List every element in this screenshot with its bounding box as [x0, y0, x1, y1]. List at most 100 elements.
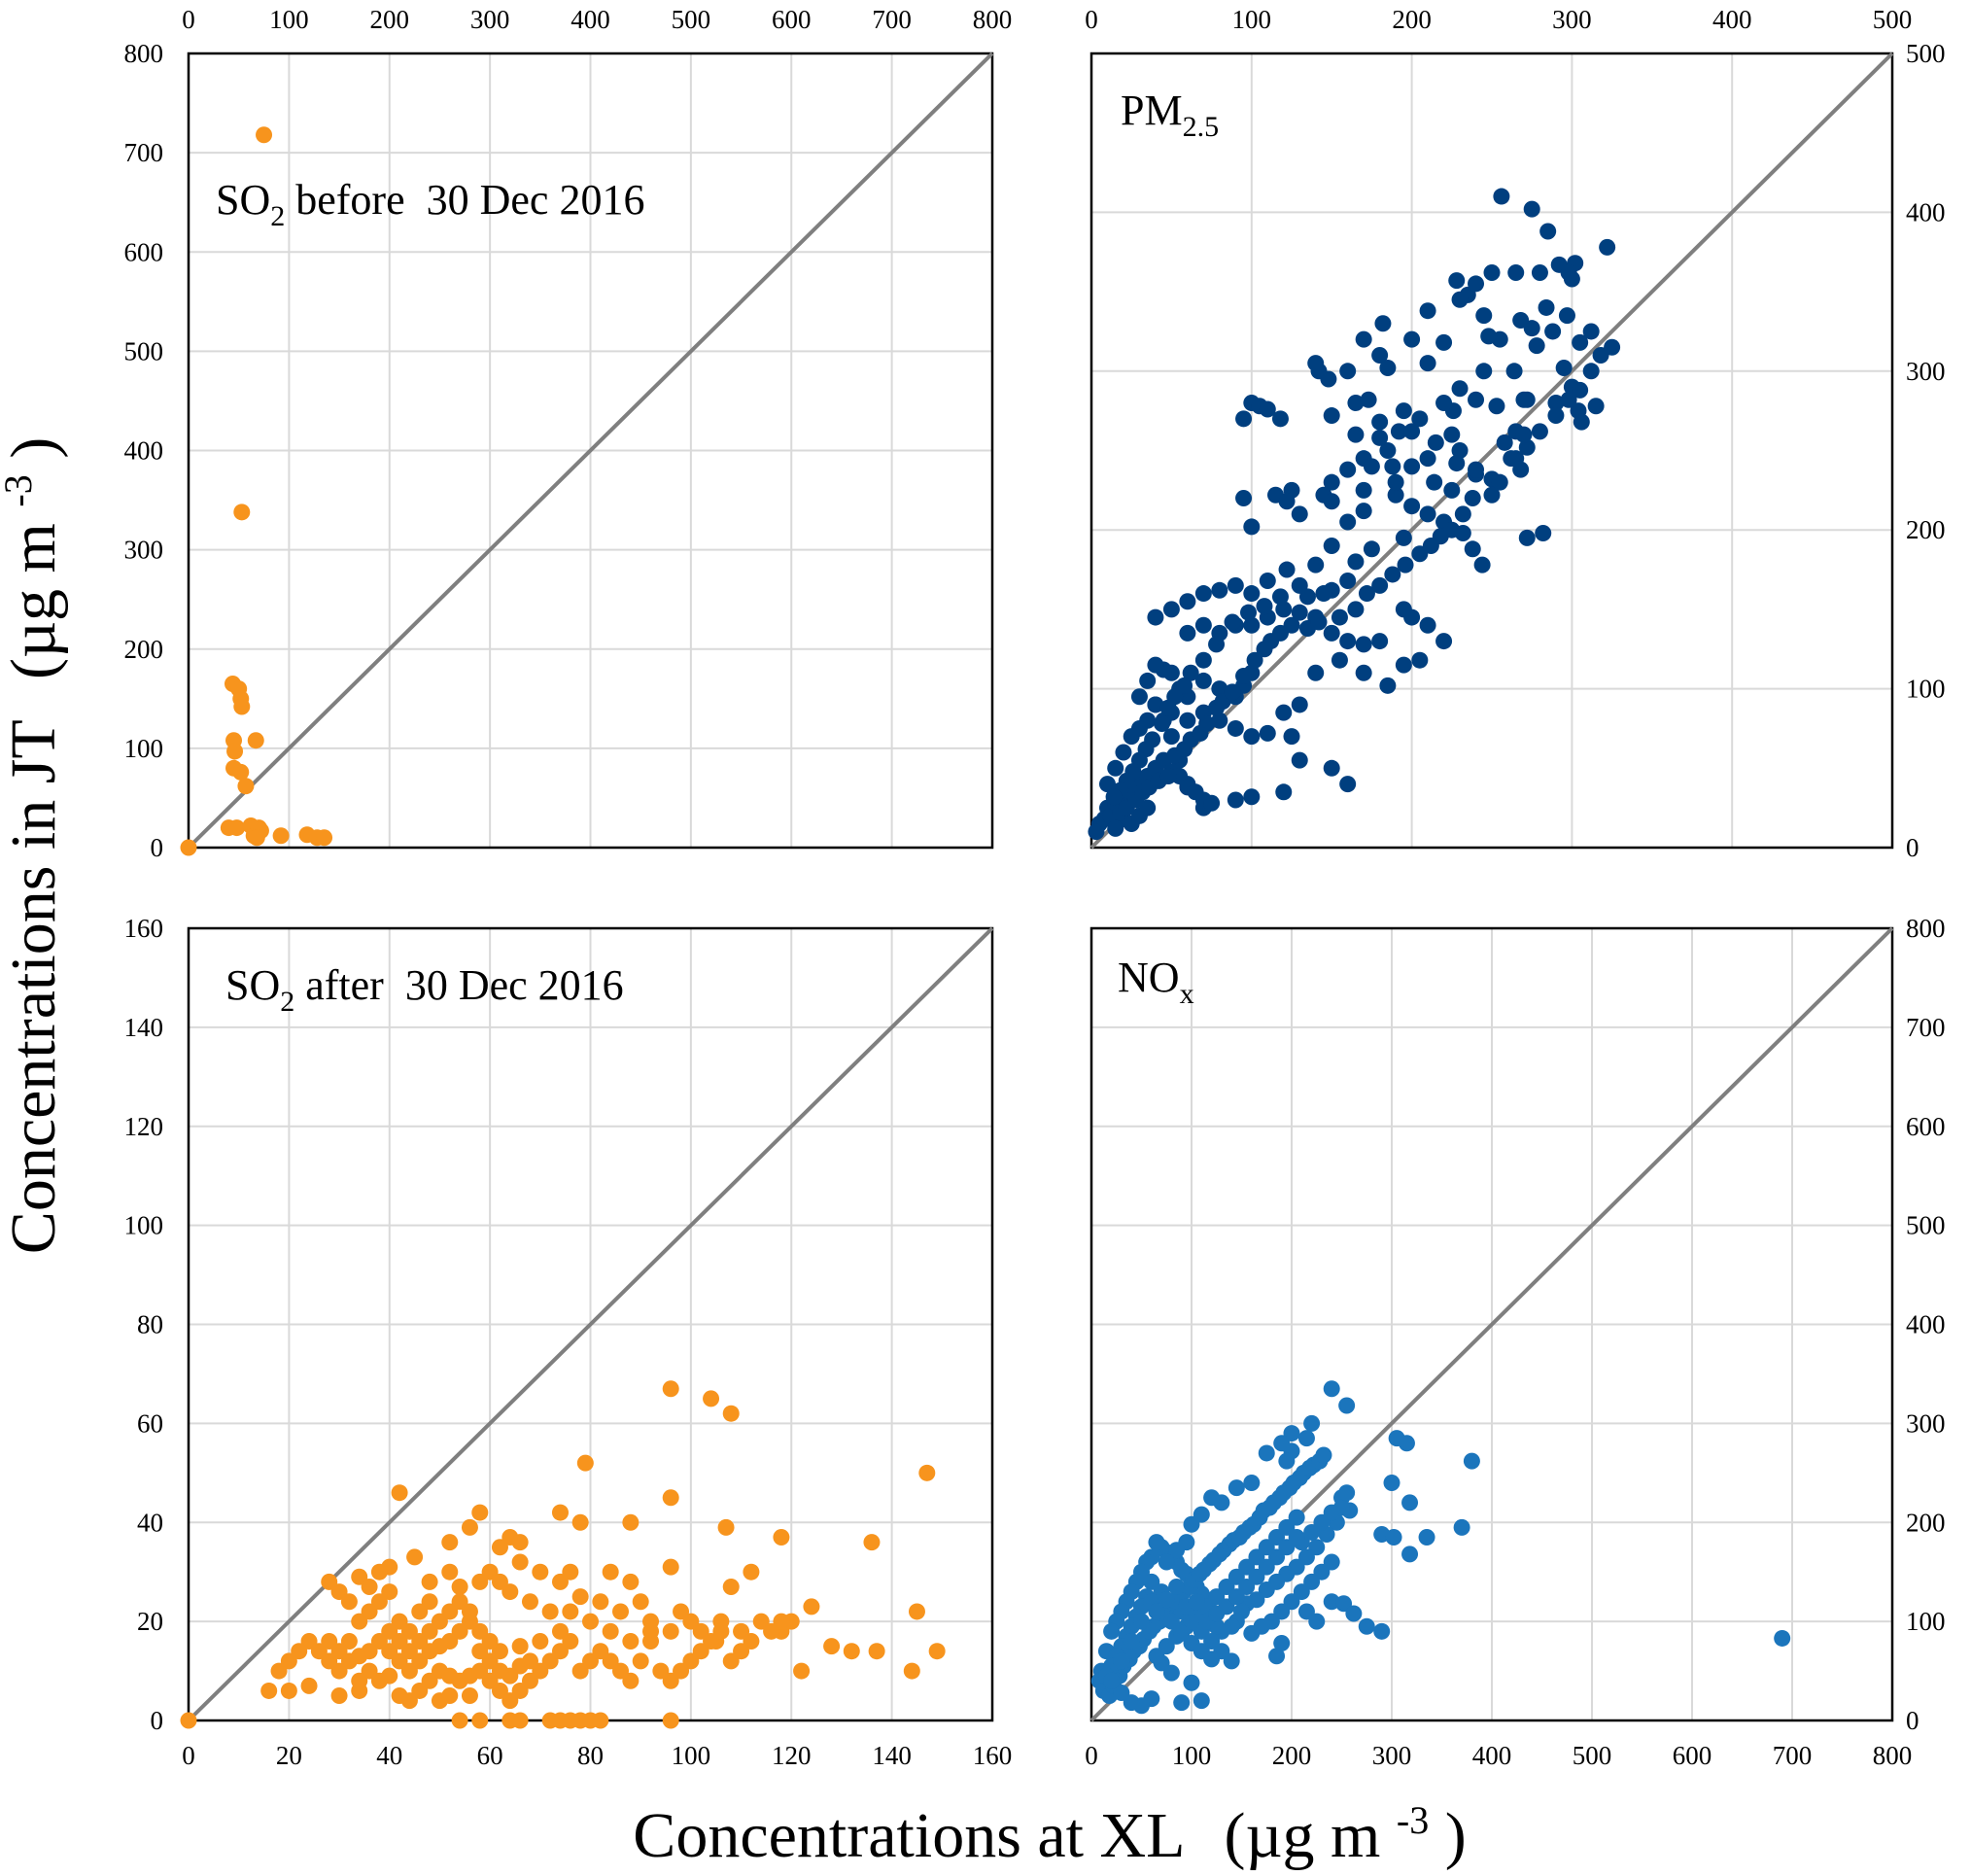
- scatter-point: [722, 1578, 740, 1595]
- x-tick-label: 500: [672, 5, 711, 34]
- scatter-point: [1323, 759, 1340, 777]
- scatter-point: [602, 1563, 619, 1581]
- scatter-point: [381, 1643, 398, 1660]
- scatter-point: [1259, 724, 1276, 742]
- scatter-point: [823, 1638, 841, 1655]
- y-tick-label: 80: [137, 1310, 163, 1339]
- y-tick-label: 0: [1906, 1706, 1919, 1735]
- scatter-point: [1291, 696, 1308, 713]
- gridlines: [1091, 928, 1892, 1720]
- scatter-point: [1528, 337, 1545, 355]
- scatter-point: [602, 1652, 619, 1670]
- scatter-point: [1454, 505, 1471, 523]
- y-tick-label: 700: [1906, 1013, 1946, 1042]
- scatter-point: [1208, 636, 1226, 653]
- scatter-point: [1535, 524, 1552, 541]
- scatter-point: [1560, 391, 1577, 408]
- scatter-point: [340, 1593, 358, 1611]
- scatter-point: [1443, 481, 1461, 499]
- scatter-point: [1418, 1529, 1435, 1546]
- scatter-point: [1338, 1484, 1356, 1502]
- scatter-point: [1531, 423, 1548, 440]
- scatter-point: [491, 1682, 508, 1699]
- scatter-point: [260, 1682, 278, 1699]
- scatter-point: [1211, 680, 1228, 698]
- scatter-point: [1243, 585, 1261, 603]
- scatter-point: [793, 1662, 811, 1680]
- scatter-point: [562, 1603, 579, 1620]
- scatter-point: [1419, 505, 1436, 523]
- scatter-point: [391, 1652, 408, 1670]
- scatter-point: [411, 1652, 429, 1670]
- scatter-point: [310, 1643, 328, 1660]
- scatter-point: [1512, 461, 1530, 478]
- scatter-point: [602, 1622, 619, 1640]
- x-axis-title: Concentrations at XL (µg m -3 ): [633, 1777, 1466, 1871]
- scatter-point: [582, 1652, 599, 1670]
- y-tick-label: 100: [1906, 1607, 1946, 1636]
- scatter-point: [1275, 783, 1293, 801]
- scatter-point: [291, 1643, 308, 1660]
- scatter-point: [1426, 473, 1443, 491]
- scatter-point: [1547, 394, 1565, 411]
- scatter-point: [280, 1652, 297, 1670]
- scatter-point: [1371, 576, 1389, 594]
- scatter-point: [662, 1622, 679, 1640]
- scatter-point: [1310, 613, 1328, 631]
- scatter-point: [1271, 410, 1289, 428]
- scatter-point: [763, 1622, 780, 1640]
- scatter-point: [1259, 400, 1276, 418]
- x-tick-label: 700: [1773, 1741, 1813, 1770]
- scatter-point: [1275, 601, 1293, 618]
- scatter-point: [1088, 823, 1105, 841]
- scatter-point: [843, 1643, 860, 1660]
- scatter-point: [180, 839, 197, 856]
- scatter-point: [1507, 263, 1525, 281]
- scatter-point: [1183, 1515, 1200, 1533]
- scatter-point: [592, 1712, 609, 1729]
- scatter-point: [592, 1593, 609, 1611]
- scatter-point: [1523, 200, 1540, 218]
- y-tick-label: 100: [124, 734, 164, 763]
- x-axis-title-exp: -3: [1397, 1798, 1429, 1842]
- y-tick-labels: 0 100 200 300 400 500 600 700 800: [1906, 914, 1946, 1735]
- scatter-point: [1098, 776, 1116, 793]
- scatter-point: [1103, 1672, 1121, 1689]
- scatter-point: [1401, 1494, 1419, 1511]
- scatter-point: [1162, 601, 1180, 618]
- scatter-point: [1243, 616, 1261, 634]
- scatter-point: [1515, 426, 1533, 443]
- scatter-point: [722, 1405, 740, 1422]
- scatter-point: [1291, 576, 1308, 594]
- scatter-point: [928, 1643, 946, 1660]
- scatter-point: [1113, 1652, 1130, 1670]
- y-tick-label: 600: [1906, 1112, 1946, 1141]
- scatter-point: [1147, 696, 1164, 713]
- scatter-point: [612, 1662, 630, 1680]
- scatter-point: [1582, 323, 1600, 340]
- scatter-point: [1188, 1593, 1205, 1611]
- scatter-point: [1383, 1475, 1400, 1491]
- scatter-point: [280, 1682, 297, 1699]
- scatter-point: [703, 1390, 720, 1407]
- scatter-point: [521, 1593, 538, 1611]
- panel-label-main: SO: [225, 961, 280, 1009]
- scatter-point: [1451, 380, 1469, 398]
- scatter-point: [1288, 1529, 1305, 1546]
- scatter-point: [1483, 263, 1501, 281]
- scatter-point: [1339, 776, 1357, 793]
- scatter-point: [622, 1633, 640, 1650]
- scatter-point: [1493, 188, 1510, 205]
- scatter-point: [1453, 1518, 1470, 1536]
- scatter-point: [1315, 585, 1332, 603]
- scatter-point: [1355, 503, 1372, 520]
- scatter-point: [370, 1633, 388, 1650]
- scatter-point: [551, 1622, 569, 1640]
- scatter-point: [1384, 458, 1401, 475]
- scatter-point: [1403, 423, 1421, 440]
- scatter-point: [1323, 624, 1340, 642]
- scatter-point: [662, 1712, 679, 1729]
- scatter-point: [411, 1682, 429, 1699]
- scatter-point: [481, 1633, 499, 1650]
- scatter-point: [1227, 719, 1244, 737]
